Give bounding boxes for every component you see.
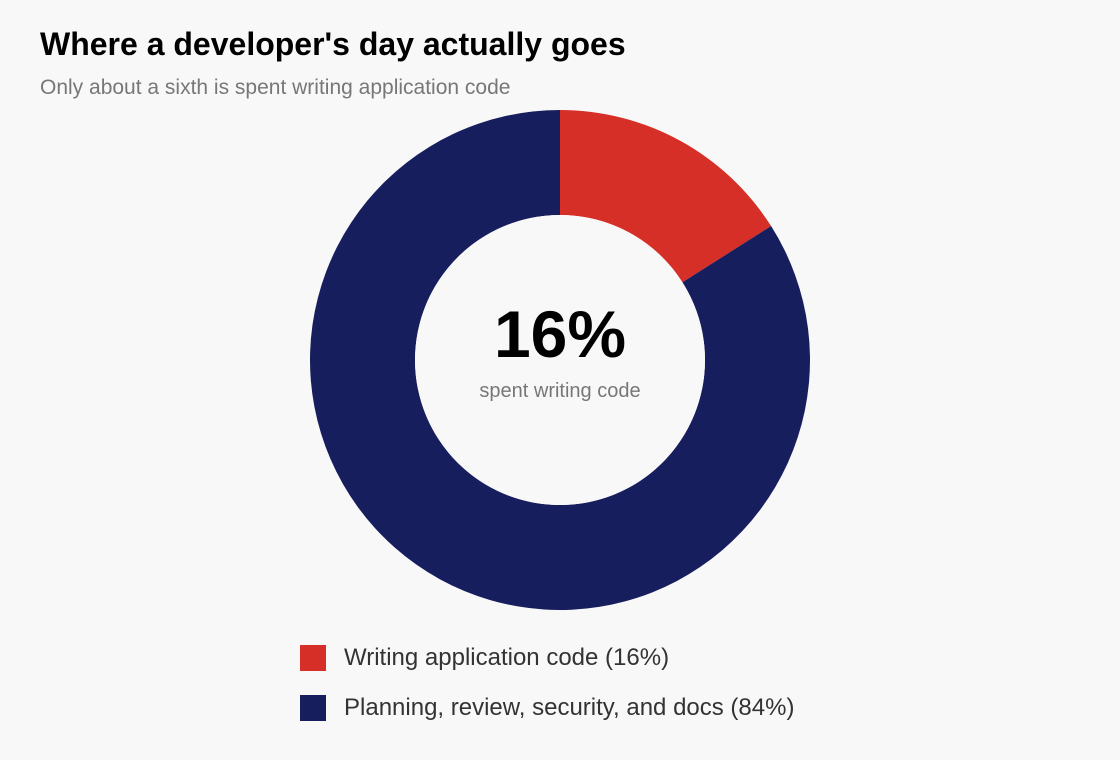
slice-writing-code: [560, 110, 772, 283]
legend-label-planning: Planning, review, security, and docs (84…: [344, 694, 795, 721]
legend: Writing application code (16%) Planning,…: [300, 640, 794, 740]
legend-swatch-planning: [300, 695, 326, 721]
donut-hole: [415, 215, 705, 505]
legend-label-writing-code: Writing application code (16%): [344, 644, 670, 671]
legend-item-writing-code: Writing application code (16%): [300, 640, 794, 676]
slice-group: [310, 110, 810, 610]
legend-swatch-writing-code: [300, 645, 326, 671]
legend-item-planning: Planning, review, security, and docs (84…: [300, 690, 794, 726]
slice-planning: [310, 110, 810, 610]
center-label: spent writing code: [479, 380, 641, 402]
chart-title: Where a developer's day actually goes: [40, 26, 626, 62]
center-value: 16%: [493, 297, 627, 371]
chart-subtitle: Only about a sixth is spent writing appl…: [40, 76, 511, 99]
